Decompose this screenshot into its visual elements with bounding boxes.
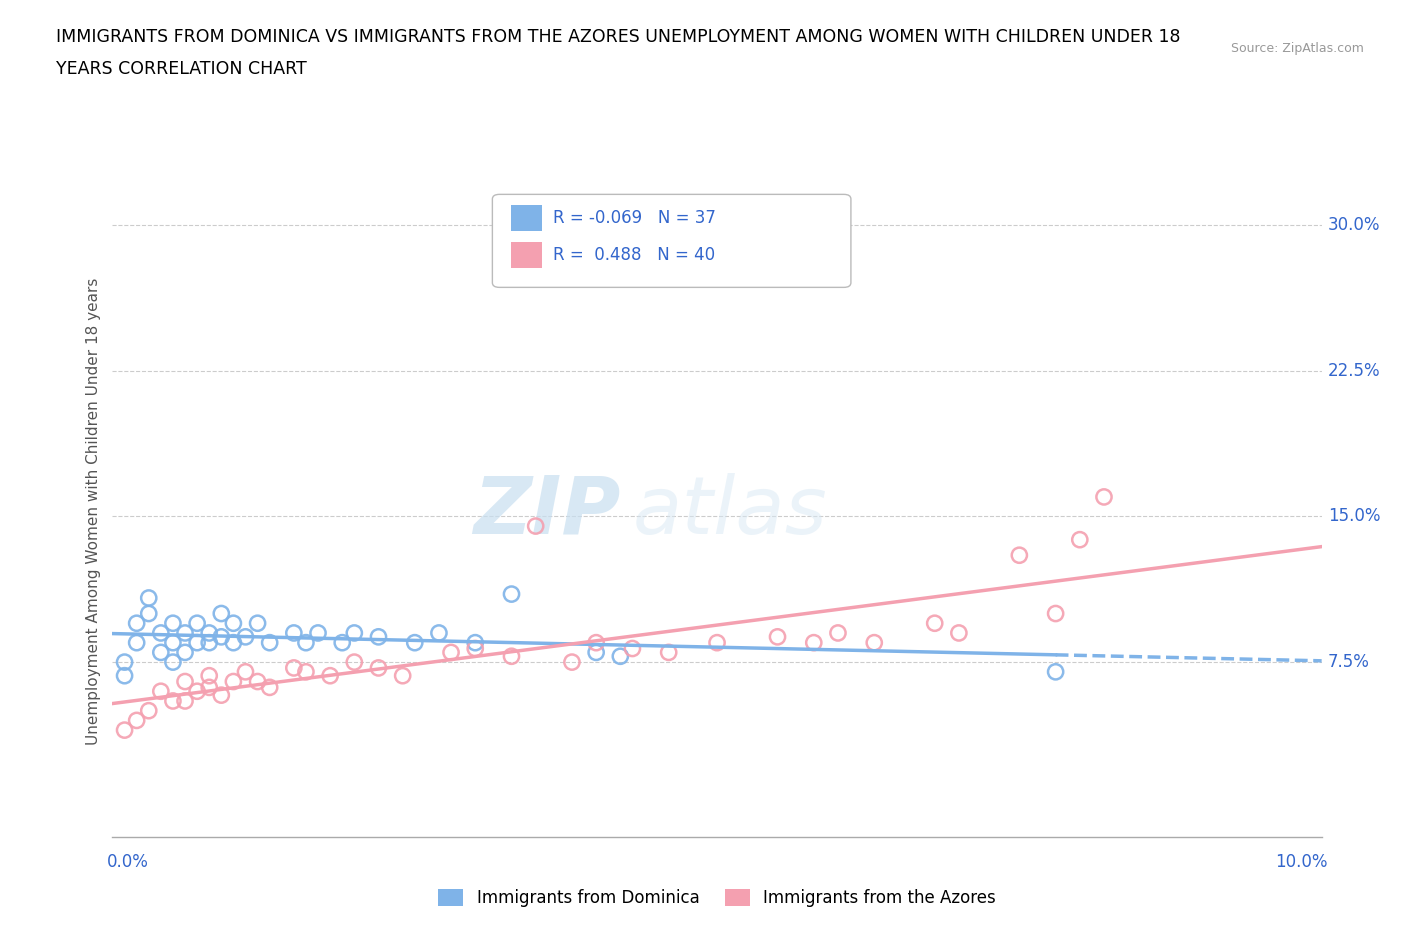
Point <box>162 616 184 631</box>
Point <box>186 684 208 698</box>
Point <box>621 641 644 656</box>
Point <box>138 703 160 718</box>
Point <box>330 635 353 650</box>
Point <box>149 644 172 659</box>
Point <box>246 616 269 631</box>
Point <box>246 674 269 689</box>
Point <box>404 635 426 650</box>
Point <box>367 630 389 644</box>
Point <box>343 626 366 641</box>
Text: Source: ZipAtlas.com: Source: ZipAtlas.com <box>1230 42 1364 55</box>
Point <box>222 674 245 689</box>
Point <box>138 591 160 605</box>
Point <box>186 635 208 650</box>
Point <box>174 626 197 641</box>
Point <box>198 680 221 695</box>
Point <box>658 644 681 659</box>
Point <box>198 669 221 684</box>
Point <box>501 649 523 664</box>
Point <box>295 664 318 679</box>
Text: 10.0%: 10.0% <box>1275 854 1327 871</box>
Point <box>863 635 886 650</box>
Point <box>427 626 450 641</box>
Point <box>174 694 197 709</box>
Point <box>283 660 305 675</box>
Point <box>440 644 463 659</box>
Text: atlas: atlas <box>633 472 827 551</box>
Point <box>174 674 197 689</box>
Point <box>524 519 547 534</box>
Text: 30.0%: 30.0% <box>1327 216 1381 233</box>
Point <box>209 687 232 702</box>
Text: R = -0.069   N = 37: R = -0.069 N = 37 <box>553 208 716 227</box>
Text: ZIP: ZIP <box>472 472 620 551</box>
Point <box>222 616 245 631</box>
Text: 22.5%: 22.5% <box>1327 362 1381 379</box>
Point <box>235 630 257 644</box>
Point <box>561 655 583 670</box>
Point <box>307 626 329 641</box>
Point <box>766 630 789 644</box>
Legend: Immigrants from Dominica, Immigrants from the Azores: Immigrants from Dominica, Immigrants fro… <box>439 889 995 907</box>
Point <box>125 635 148 650</box>
Point <box>464 641 486 656</box>
Point <box>259 680 281 695</box>
Point <box>222 635 245 650</box>
Point <box>1069 532 1091 547</box>
Point <box>209 606 232 621</box>
Text: IMMIGRANTS FROM DOMINICA VS IMMIGRANTS FROM THE AZORES UNEMPLOYMENT AMONG WOMEN : IMMIGRANTS FROM DOMINICA VS IMMIGRANTS F… <box>56 28 1181 46</box>
Point <box>174 644 197 659</box>
Point <box>162 655 184 670</box>
Point <box>319 669 342 684</box>
Point <box>235 664 257 679</box>
Point <box>1045 664 1067 679</box>
Text: 15.0%: 15.0% <box>1327 508 1381 525</box>
Point <box>609 649 631 664</box>
Text: YEARS CORRELATION CHART: YEARS CORRELATION CHART <box>56 60 307 78</box>
Point <box>1008 548 1031 563</box>
Point <box>367 660 389 675</box>
Point <box>114 723 136 737</box>
Point <box>924 616 946 631</box>
Point <box>149 684 172 698</box>
Point <box>125 713 148 728</box>
Point <box>501 587 523 602</box>
Point <box>585 635 607 650</box>
Text: R =  0.488   N = 40: R = 0.488 N = 40 <box>553 246 716 264</box>
Point <box>162 694 184 709</box>
Point <box>585 644 607 659</box>
Point <box>803 635 825 650</box>
Point <box>283 626 305 641</box>
Point <box>343 655 366 670</box>
Point <box>827 626 849 641</box>
Point <box>295 635 318 650</box>
Text: 0.0%: 0.0% <box>107 854 148 871</box>
Point <box>391 669 413 684</box>
Text: 7.5%: 7.5% <box>1327 653 1369 671</box>
Y-axis label: Unemployment Among Women with Children Under 18 years: Unemployment Among Women with Children U… <box>86 278 101 745</box>
Point <box>464 635 486 650</box>
Point <box>149 626 172 641</box>
Point <box>948 626 970 641</box>
Point <box>706 635 728 650</box>
Point <box>198 635 221 650</box>
Point <box>1045 606 1067 621</box>
Point <box>138 606 160 621</box>
Point <box>162 635 184 650</box>
Point <box>114 655 136 670</box>
Point <box>1092 489 1115 504</box>
Point <box>209 630 232 644</box>
Point <box>259 635 281 650</box>
Point <box>114 669 136 684</box>
Point <box>125 616 148 631</box>
Point <box>198 626 221 641</box>
Point <box>186 616 208 631</box>
